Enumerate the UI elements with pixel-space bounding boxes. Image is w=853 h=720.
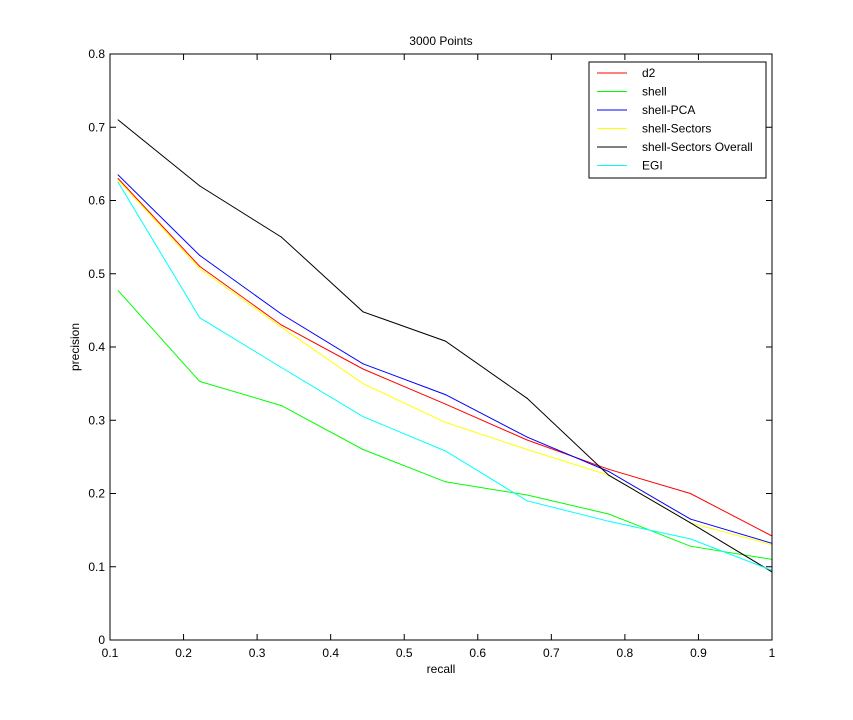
- x-tick-label: 0.8: [617, 646, 634, 660]
- y-tick-label: 0: [98, 633, 105, 647]
- data-point: [444, 450, 446, 452]
- legend: d2 shell shell-PCA shell-Sectors shell-Secto…: [588, 61, 767, 179]
- data-point: [117, 174, 119, 176]
- data-point: [117, 181, 119, 183]
- data-point: [689, 493, 691, 494]
- data-point: [280, 236, 282, 238]
- data-point: [362, 449, 364, 450]
- data-point: [689, 545, 691, 547]
- x-axis-label: recall: [427, 662, 456, 676]
- x-tick-label: 0.1: [102, 646, 119, 660]
- data-point: [280, 326, 282, 328]
- x-tick-label: 0.3: [249, 646, 266, 660]
- y-tick-label: 0.7: [88, 120, 105, 134]
- data-point: [362, 383, 364, 385]
- y-tick-label: 0.8: [88, 47, 105, 61]
- series-layer: [117, 119, 773, 573]
- x-tick-label: 0.4: [322, 646, 339, 660]
- data-point: [526, 449, 528, 450]
- legend-label: shell: [642, 85, 667, 99]
- axes-layer: 0.1 0.2 0.3 0.4 0.5 0.6 0.7 0.8 0.9 100.10.20.30.…: [88, 47, 775, 660]
- data-point: [689, 518, 691, 520]
- data-point: [362, 363, 364, 365]
- data-point: [199, 185, 201, 187]
- legend-label: shell-Sectors Overall: [642, 140, 753, 154]
- data-point: [117, 179, 119, 181]
- data-point: [526, 397, 528, 399]
- data-point: [444, 403, 446, 405]
- data-point: [117, 178, 119, 179]
- legend-label: d2: [642, 66, 656, 80]
- x-tick-label: 0.2: [175, 646, 192, 660]
- data-point: [362, 311, 364, 313]
- data-point: [117, 119, 119, 121]
- x-tick-label: 0.6: [469, 646, 486, 660]
- data-point: [362, 368, 364, 370]
- data-point: [362, 416, 364, 418]
- data-point: [526, 436, 528, 438]
- data-point: [526, 494, 528, 496]
- data-point: [199, 254, 201, 256]
- legend-label: EGI: [642, 159, 663, 173]
- data-point: [689, 522, 691, 524]
- data-point: [689, 538, 691, 540]
- y-tick-label: 0.5: [88, 267, 105, 281]
- legend-box: [588, 61, 767, 179]
- y-tick-label: 0.4: [88, 340, 105, 354]
- chart-title: 3000 Points: [409, 34, 472, 48]
- data-point: [444, 340, 446, 342]
- data-point: [444, 481, 446, 483]
- data-point: [280, 405, 282, 407]
- data-point: [199, 317, 201, 319]
- data-point: [608, 474, 610, 476]
- data-point: [199, 268, 201, 270]
- data-point: [199, 380, 201, 382]
- data-point: [608, 468, 610, 470]
- data-point: [280, 313, 282, 315]
- data-point: [608, 520, 610, 522]
- x-tick-label: 0.5: [396, 646, 413, 660]
- y-axis-label: precision: [68, 323, 82, 371]
- data-point: [199, 265, 201, 267]
- data-point: [117, 290, 119, 292]
- y-tick-label: 0.1: [88, 560, 105, 574]
- x-tick-label: 0.7: [543, 646, 560, 660]
- data-point: [280, 324, 282, 326]
- x-tick-label: 1: [769, 646, 776, 660]
- data-point: [608, 471, 610, 472]
- data-point: [526, 500, 528, 502]
- data-point: [608, 513, 610, 515]
- x-tick-label: 0.9: [690, 646, 707, 660]
- legend-label: shell-Sectors: [642, 122, 711, 136]
- y-tick-label: 0.3: [88, 413, 105, 427]
- data-point: [526, 439, 528, 441]
- data-point: [444, 394, 446, 396]
- y-tick-label: 0.6: [88, 194, 105, 208]
- legend-label: shell-PCA: [642, 103, 695, 117]
- y-tick-label: 0.2: [88, 487, 105, 501]
- data-point: [280, 367, 282, 368]
- data-point: [444, 421, 446, 423]
